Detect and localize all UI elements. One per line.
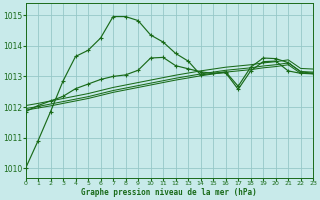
X-axis label: Graphe pression niveau de la mer (hPa): Graphe pression niveau de la mer (hPa)	[82, 188, 257, 197]
